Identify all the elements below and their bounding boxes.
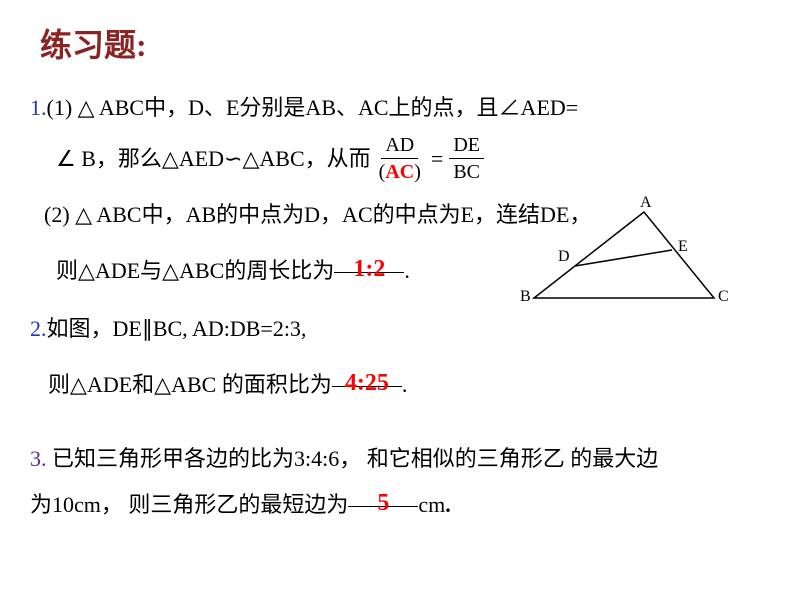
- q2-l2b: ADE和: [87, 363, 154, 407]
- q1-1-l2b: AED: [179, 137, 224, 181]
- q2-number: 2.: [30, 316, 47, 341]
- similar-symbol: ∽: [224, 137, 242, 181]
- label-e: E: [678, 238, 688, 256]
- frac1-den: (AC): [375, 159, 425, 183]
- answer-ac: AC: [385, 161, 414, 183]
- triangle-symbol-6: △: [162, 249, 179, 293]
- triangle-svg: [514, 200, 734, 310]
- label-b: B: [520, 288, 531, 306]
- fraction-1: AD (AC): [375, 134, 425, 183]
- answer-1-2: 1:2: [353, 256, 385, 282]
- label-a: A: [640, 194, 652, 212]
- title-text: 练习题:: [40, 27, 147, 63]
- triangle-symbol-2: △: [162, 137, 179, 181]
- blank-3: 5: [348, 481, 418, 507]
- label-d: D: [558, 248, 570, 266]
- triangle-symbol: △: [78, 95, 95, 120]
- q1-line2: ∠ B，那么 △ AED ∽ △ ABC，从而 AD (AC) = DE BC: [30, 134, 764, 183]
- triangle-symbol-3: △: [242, 137, 259, 181]
- q3-text3: cm: [418, 492, 445, 517]
- triangle-symbol-4: △: [75, 202, 92, 227]
- q3-number: 3.: [30, 446, 47, 471]
- q3-text1: 已知三角形甲各边的比为3:4:6， 和它相似的三角形乙 的最大边: [47, 446, 659, 471]
- triangle-symbol-7: △: [70, 363, 87, 407]
- q2-text: 如图，DE∥BC, AD:DB=2:3,: [47, 316, 307, 341]
- q1-1-text: ABC中，D、E分别是AB、AC上的点，且∠AED=: [99, 95, 578, 120]
- q2-line1: 2.如图，DE∥BC, AD:DB=2:3,: [30, 307, 764, 351]
- q3-line1: 3. 已知三角形甲各边的比为3:4:6， 和它相似的三角形乙 的最大边: [30, 437, 764, 481]
- equals-sign: =: [431, 137, 443, 181]
- q1-1-prefix: (1): [47, 95, 78, 120]
- label-c: C: [718, 288, 729, 306]
- period-1: .: [404, 249, 410, 293]
- frac2-den: BC: [449, 159, 484, 183]
- q1-2-l2a: 则: [56, 249, 78, 293]
- q3-text2: 为10cm， 则三角形乙的最短边为: [30, 492, 348, 517]
- blank-2: 4:25: [332, 361, 402, 387]
- q2-l2a: 则: [48, 363, 70, 407]
- q2-l2c: ABC 的面积比为: [171, 363, 332, 407]
- page-title: 练习题:: [40, 20, 764, 66]
- triangle-diagram: A B C D E: [514, 200, 734, 310]
- q1-2-prefix: (2): [44, 202, 75, 227]
- frac2-num: DE: [449, 134, 484, 159]
- q2-line2: 则 △ ADE和 △ ABC 的面积比为 4:25 .: [30, 361, 764, 407]
- period-3: .: [445, 492, 451, 517]
- q1-2-l2b: ADE与: [95, 249, 162, 293]
- fraction-2: DE BC: [449, 134, 484, 183]
- line-de: [575, 250, 672, 266]
- answer-3: 5: [377, 490, 389, 516]
- frac1-num: AD: [381, 134, 418, 159]
- q1-2-l2c: ABC的周长比为: [179, 249, 334, 293]
- q1-line1: 1.(1) △ ABC中，D、E分别是AB、AC上的点，且∠AED=: [30, 86, 764, 130]
- blank-1: 1:2: [334, 247, 404, 273]
- q1-1-l2a: ∠ B，那么: [56, 137, 162, 181]
- answer-2: 4:25: [345, 370, 389, 396]
- triangle-symbol-8: △: [154, 363, 171, 407]
- triangle-symbol-5: △: [78, 249, 95, 293]
- period-2: .: [402, 363, 408, 407]
- q3-line2: 为10cm， 则三角形乙的最短边为5cm.: [30, 481, 764, 527]
- q1-number: 1.: [30, 95, 47, 120]
- q1-1-l2c: ABC，从而: [259, 137, 370, 181]
